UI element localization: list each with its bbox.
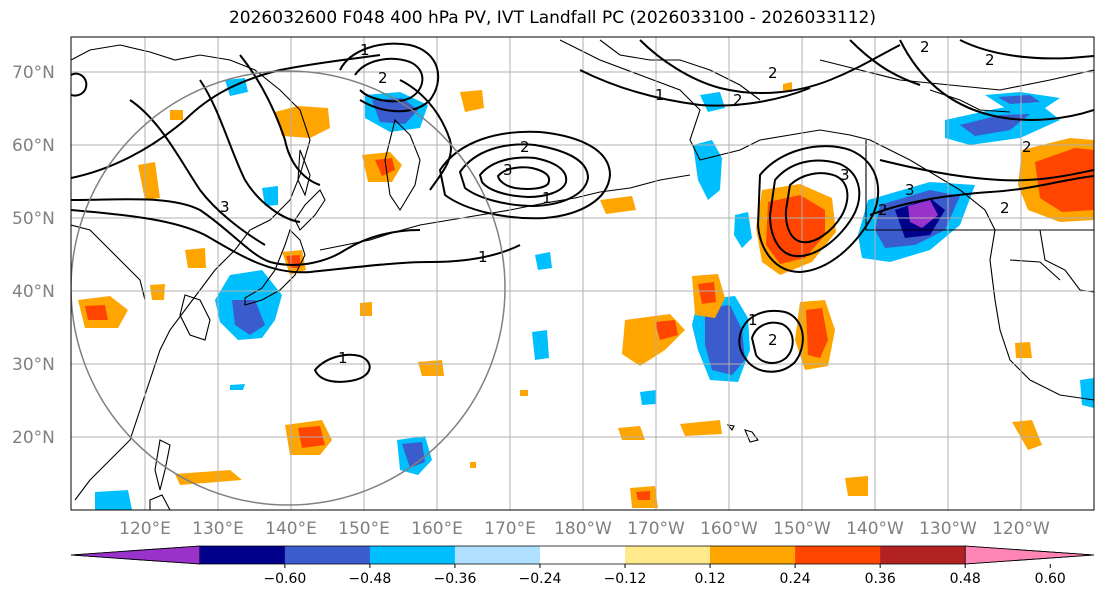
colorbar-tick-label: 0.12: [694, 571, 725, 587]
colorbar-tick-label: −0.60: [263, 571, 306, 587]
contour-label: 3: [503, 161, 513, 179]
contour-label: 2: [920, 38, 930, 56]
contour-label: 1: [748, 311, 758, 329]
longitude-labels: 120°E 130°E 140°E 150°E 160°E 170°E 180°…: [119, 519, 1050, 539]
contour-label: 2: [768, 64, 778, 82]
colorbar-segment: [70, 545, 201, 565]
contour-label: 3: [220, 198, 230, 216]
coastline-layer: [71, 39, 1094, 510]
lat-label: 50°N: [12, 209, 55, 229]
contour-labels: 1 2 2 3 1 1 3 1 2 2 3 3 2 2 2 2 2 2 1 1: [220, 38, 1032, 367]
colorbar-segment: [454, 546, 541, 564]
graticule-layer: [71, 37, 1094, 510]
lat-label: 60°N: [12, 136, 55, 156]
lat-label: 30°N: [12, 355, 55, 375]
contour-label: 3: [905, 181, 915, 199]
lon-label: 170°W: [627, 519, 685, 539]
contour-label: 2: [985, 51, 995, 69]
lat-label: 70°N: [12, 63, 55, 83]
contour-label: 1: [655, 86, 665, 104]
latitude-labels: 70°N 60°N 50°N 40°N 30°N 20°N: [12, 63, 55, 448]
contour-label: 1: [338, 349, 348, 367]
contour-label: 2: [520, 138, 530, 156]
contour-label: 3: [840, 166, 850, 184]
lon-label: 120°E: [119, 519, 171, 539]
lon-label: 150°E: [338, 519, 390, 539]
lon-label: 160°E: [411, 519, 463, 539]
lon-label: 140°W: [846, 519, 904, 539]
lon-label: 180°W: [554, 519, 612, 539]
colorbar-segment: [625, 546, 711, 564]
lon-label: 160°W: [700, 519, 758, 539]
colorbar-segment: [795, 546, 881, 564]
lon-label: 130°E: [192, 519, 244, 539]
pv-shading-layer: [78, 78, 1094, 510]
colorbar: −0.60 −0.48 −0.36 −0.24 −0.12 0.12 0.24 0.36 0.4…: [70, 545, 1095, 587]
colorbar-tick-label: 0.48: [950, 571, 981, 587]
colorbar-segment: [199, 546, 286, 564]
colorbar-segment: [964, 545, 1095, 565]
pv-contour-layer: [71, 39, 1094, 383]
lon-label: 120°W: [992, 519, 1050, 539]
lat-label: 20°N: [12, 428, 55, 448]
contour-label: 2: [1000, 199, 1010, 217]
map-title: 2026032600 F048 400 hPa PV, IVT Landfall…: [228, 8, 876, 28]
colorbar-frame: [70, 545, 1095, 565]
contour-label: 2: [768, 331, 778, 349]
colorbar-segment: [284, 546, 371, 564]
lon-label: 170°E: [484, 519, 536, 539]
contour-label: 1: [360, 41, 370, 59]
contour-label: 1: [478, 248, 488, 266]
colorbar-segment: [880, 546, 966, 564]
colorbar-tick-label: 0.24: [780, 571, 811, 587]
lon-label: 130°W: [919, 519, 977, 539]
colorbar-tick-label: −0.24: [519, 571, 562, 587]
colorbar-tick-label: 0.60: [1035, 571, 1066, 587]
contour-label: 2: [378, 69, 388, 87]
colorbar-segment: [539, 546, 626, 564]
contour-label: 2: [733, 91, 743, 109]
lon-label: 140°E: [265, 519, 317, 539]
colorbar-segment: [710, 546, 796, 564]
colorbar-tick-label: −0.36: [433, 571, 476, 587]
map-frame: [70, 36, 1095, 511]
colorbar-tick-label: 0.36: [865, 571, 896, 587]
contour-label: 1: [542, 189, 552, 207]
lon-label: 150°W: [773, 519, 831, 539]
colorbar-segment: [369, 546, 456, 564]
colorbar-tick-label: −0.48: [348, 571, 391, 587]
lat-label: 40°N: [12, 282, 55, 302]
contour-label: 2: [1022, 138, 1032, 156]
radius-circle: [71, 70, 506, 506]
contour-label: 2: [878, 201, 888, 219]
colorbar-tick-label: −0.12: [604, 571, 647, 587]
